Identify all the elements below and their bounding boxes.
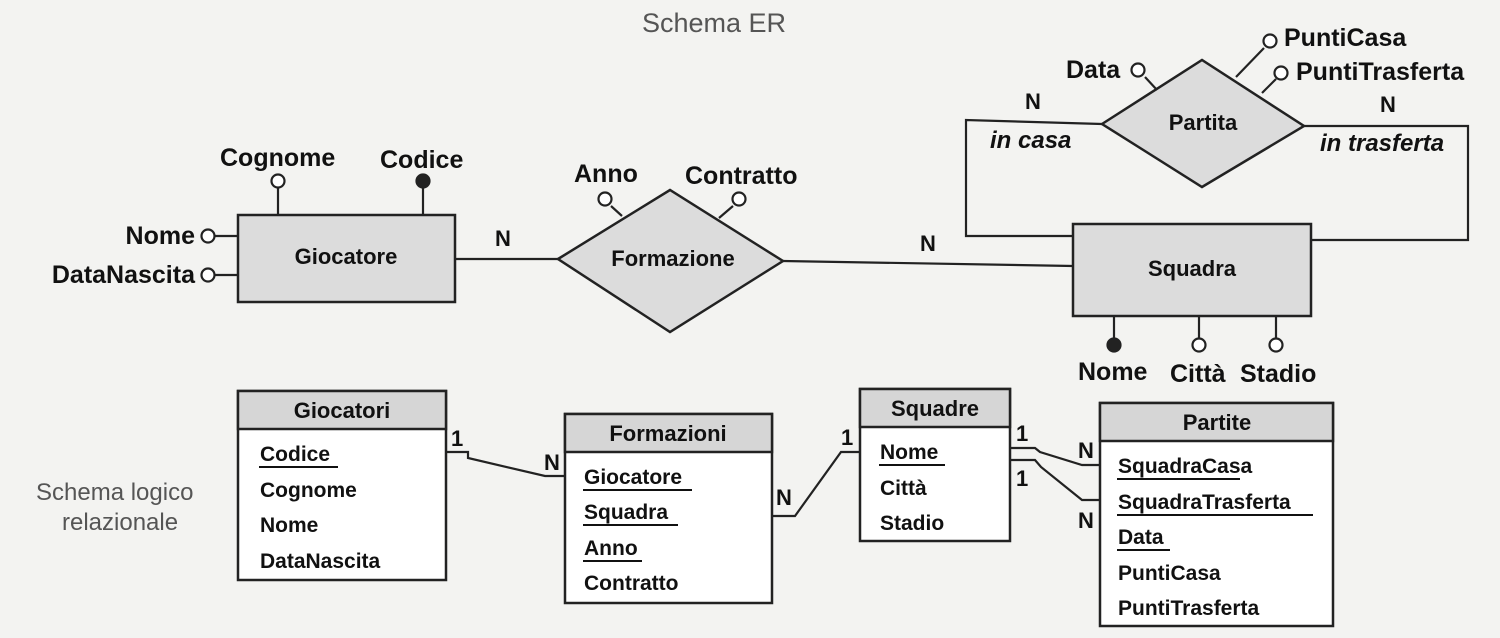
attr-contratto-label: Contratto	[685, 162, 797, 190]
table-partite-field: PuntiTrasferta	[1118, 597, 1260, 620]
attr-nome-marker	[200, 228, 216, 244]
attr-stadio-label: Stadio	[1240, 360, 1316, 388]
table-partite-name: Partite	[1183, 410, 1251, 435]
relationship-partita-label: Partita	[1169, 110, 1238, 135]
attr-punticasa-label: PuntiCasa	[1284, 24, 1407, 52]
link-card-partite-n: N	[1078, 438, 1094, 463]
table-formazioni-field-pk: Squadra	[584, 501, 668, 524]
attr-contratto-marker	[731, 191, 747, 207]
table-formazioni-field: Contratto	[584, 572, 678, 595]
attr-datanascita-marker	[200, 267, 216, 283]
cardinality-partita-casa: N	[1025, 89, 1041, 114]
attr-data-marker	[1130, 62, 1146, 78]
attr-punticasa-marker	[1262, 33, 1278, 49]
table-squadre-name: Squadre	[891, 396, 979, 421]
table-squadre-field-pk: Nome	[880, 441, 938, 464]
attr-nome-label: Nome	[126, 222, 196, 250]
link-card-squadre-one: 1	[1016, 466, 1028, 491]
entity-giocatore-label: Giocatore	[295, 244, 398, 269]
cardinality-formazione-squadra: N	[920, 231, 936, 256]
link-formazioni-squadre	[772, 450, 860, 518]
table-squadre-field: Città	[880, 477, 927, 500]
attr-cognome-label: Cognome	[220, 144, 335, 172]
table-giocatori-field: Cognome	[260, 479, 357, 502]
link-giocatori-formazioni	[446, 450, 565, 478]
attr-datanascita-label: DataNascita	[52, 261, 196, 289]
table-giocatori-field: Nome	[260, 514, 318, 537]
cardinality-partita-trasferta: N	[1380, 92, 1396, 117]
relationship-partita	[1099, 58, 1307, 189]
partita-in-casa-line	[964, 118, 1103, 238]
link-squadre-partite-trasferta	[1010, 458, 1100, 502]
table-partite: Partite SquadraCasa SquadraTrasferta Dat…	[1098, 401, 1335, 628]
attr-citta-marker	[1191, 337, 1207, 353]
table-squadre-field: Stadio	[880, 512, 944, 535]
link-card-giocatori-one: 1	[451, 426, 463, 451]
link-squadre-partite-casa	[1010, 446, 1100, 467]
table-formazioni-field-pk: Giocatore	[584, 466, 682, 489]
attr-data-label: Data	[1066, 56, 1121, 84]
link-card-formazioni-n: N	[544, 450, 560, 475]
attr-stadio-marker	[1268, 337, 1284, 353]
partita-in-trasferta-line	[1304, 124, 1470, 242]
table-giocatori-name: Giocatori	[294, 398, 391, 423]
attr-anno-label: Anno	[574, 160, 638, 188]
table-partite-field: PuntiCasa	[1118, 562, 1221, 585]
attr-citta-label: Città	[1170, 360, 1226, 388]
relationship-formazione-label: Formazione	[611, 246, 734, 271]
attr-puntitrasferta-marker	[1273, 65, 1289, 81]
table-formazioni-name: Formazioni	[609, 421, 726, 446]
entity-squadra	[1071, 222, 1313, 318]
role-in-trasferta: in trasferta	[1320, 130, 1444, 157]
attr-codice-label: Codice	[380, 146, 463, 174]
relationship-formazione	[555, 188, 786, 334]
role-in-casa: in casa	[990, 127, 1071, 154]
table-partite-field-pk: SquadraCasa	[1118, 455, 1253, 478]
attr-puntitrasferta-label: PuntiTrasferta	[1296, 58, 1465, 86]
table-formazioni-header	[563, 412, 774, 454]
logical-schema-title-line2: relazionale	[62, 509, 178, 536]
table-partite-field-pk: SquadraTrasferta	[1118, 491, 1291, 514]
table-squadre-header	[858, 387, 1012, 429]
table-giocatori-field-pk: Codice	[260, 443, 330, 466]
link-card-partite-n: N	[1078, 508, 1094, 533]
link-card-squadre-one: 1	[841, 425, 853, 450]
link-card-squadre-one: 1	[1016, 421, 1028, 446]
attr-cognome-marker	[270, 173, 286, 189]
link-card-formazioni-n: N	[776, 485, 792, 510]
table-giocatori: Giocatori Codice Cognome Nome DataNascit…	[236, 389, 448, 582]
formazione-squadra-line	[782, 259, 1074, 268]
attr-anno-marker	[597, 191, 613, 207]
logical-schema-title-line1: Schema logico	[36, 479, 193, 506]
table-partite-header	[1098, 401, 1335, 443]
cardinality-giocatore-formazione: N	[495, 226, 511, 251]
er-schema-title: Schema ER	[642, 8, 786, 38]
table-partite-field-pk: Data	[1118, 526, 1164, 549]
table-giocatori-field: DataNascita	[260, 550, 381, 573]
table-giocatori-header	[236, 389, 448, 431]
table-squadre: Squadre Nome Città Stadio	[858, 387, 1012, 543]
attr-squadra-nome-label: Nome	[1078, 358, 1148, 386]
entity-squadra-label: Squadra	[1148, 256, 1237, 281]
attr-squadra-nome-key-marker	[1106, 337, 1122, 353]
table-formazioni: Formazioni Giocatore Squadra Anno Contra…	[563, 412, 774, 605]
attr-codice-key-marker	[415, 173, 431, 189]
entity-giocatore	[236, 213, 457, 304]
table-formazioni-field-pk: Anno	[584, 537, 638, 560]
